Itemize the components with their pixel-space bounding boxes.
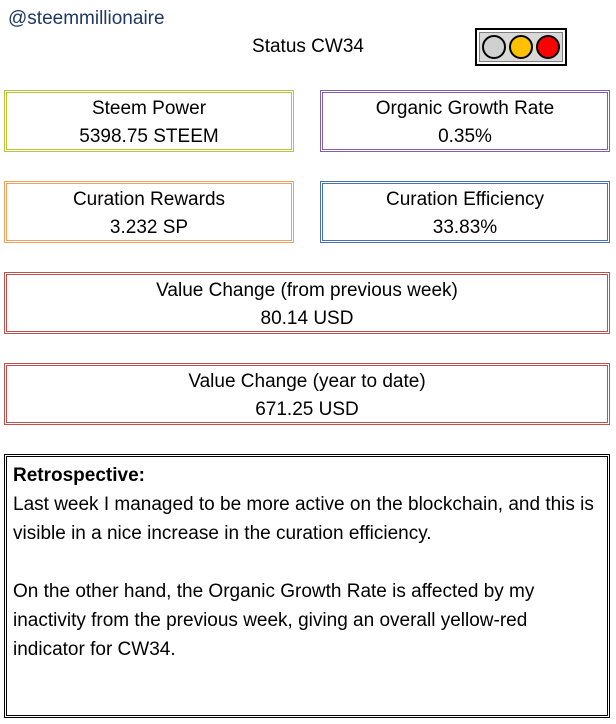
organic-growth-label: Organic Growth Rate bbox=[375, 98, 555, 119]
curation-rewards-label: Curation Rewards bbox=[72, 189, 226, 210]
value-change-week-label: Value Change (from previous week) bbox=[156, 280, 458, 301]
organic-growth-card: Organic Growth Rate 0.35% bbox=[320, 90, 610, 152]
steem-power-card: Steem Power 5398.75 STEEM bbox=[4, 90, 294, 152]
curation-efficiency-card: Curation Efficiency 33.83% bbox=[320, 181, 610, 243]
value-change-ytd-label: Value Change (year to date) bbox=[188, 371, 426, 392]
value-change-week-value: 80.14 USD bbox=[260, 308, 354, 329]
status-title: Status CW34 bbox=[252, 36, 364, 57]
grey-light-icon bbox=[482, 35, 507, 59]
paragraph-spacer bbox=[13, 548, 601, 577]
account-handle: @steemmillionaire bbox=[8, 8, 165, 29]
value-change-ytd-card: Value Change (year to date) 671.25 USD bbox=[4, 363, 610, 425]
organic-growth-value: 0.35% bbox=[438, 126, 492, 147]
retrospective-heading: Retrospective: bbox=[13, 465, 145, 486]
yellow-light-icon bbox=[508, 35, 533, 59]
curation-rewards-value: 3.232 SP bbox=[109, 217, 189, 238]
traffic-light-indicator bbox=[475, 28, 567, 66]
steem-power-value: 5398.75 STEEM bbox=[79, 126, 219, 147]
retrospective-paragraph-2: On the other hand, the Organic Growth Ra… bbox=[13, 581, 535, 660]
curation-rewards-card: Curation Rewards 3.232 SP bbox=[4, 181, 294, 243]
curation-efficiency-value: 33.83% bbox=[432, 217, 498, 238]
steem-power-label: Steem Power bbox=[91, 98, 207, 119]
red-light-icon bbox=[535, 35, 560, 59]
curation-efficiency-label: Curation Efficiency bbox=[385, 189, 545, 210]
value-change-ytd-value: 671.25 USD bbox=[255, 399, 359, 420]
retrospective-paragraph-1: Last week I managed to be more active on… bbox=[13, 494, 594, 544]
value-change-week-card: Value Change (from previous week) 80.14 … bbox=[4, 272, 610, 334]
retrospective-box: Retrospective: Last week I managed to be… bbox=[4, 454, 610, 718]
